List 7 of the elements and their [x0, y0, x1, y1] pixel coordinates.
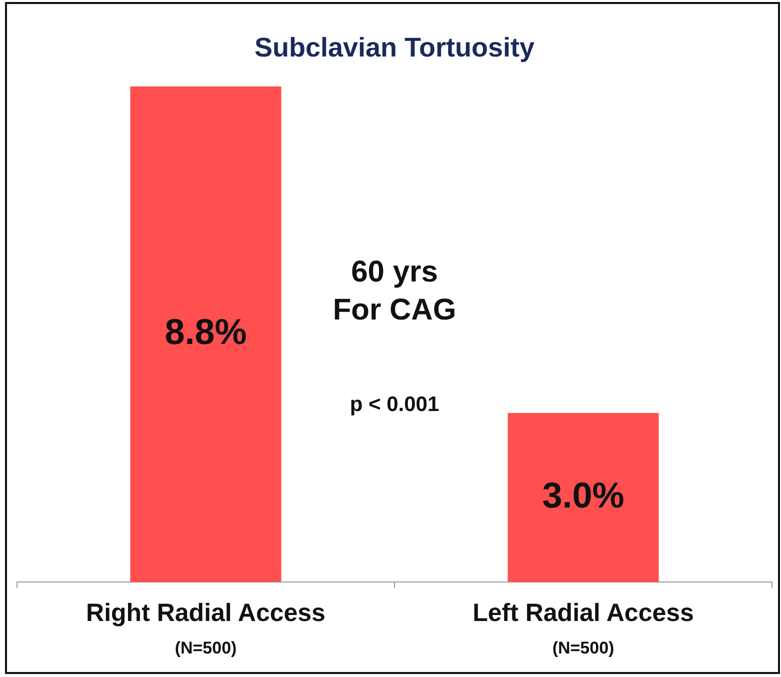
data-label: 3.0% [542, 474, 624, 516]
x-tick-label: Right Radial Access (N=500) [86, 598, 326, 658]
x-tick-label: Left Radial Access (N=500) [472, 598, 694, 658]
data-label: 8.8% [164, 311, 247, 352]
annotation: 60 yrs For CAG [332, 256, 456, 327]
chart-title: Subclavian Tortuosity [254, 32, 535, 63]
annotation: p < 0.001 [350, 392, 440, 416]
